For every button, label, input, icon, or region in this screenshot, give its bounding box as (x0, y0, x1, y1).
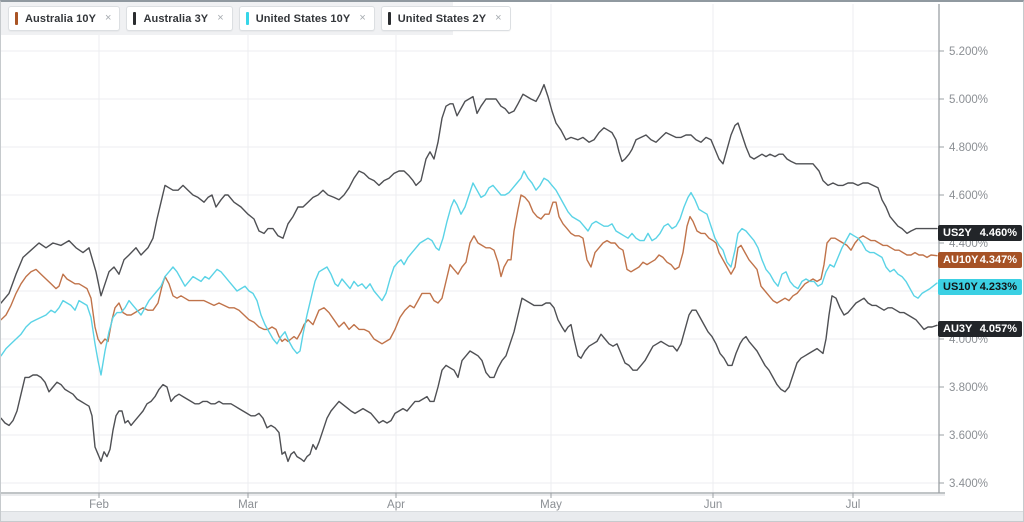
close-icon[interactable]: × (105, 12, 112, 24)
series-line-AU10Y (1, 194, 938, 345)
series-line-US2Y (1, 83, 938, 304)
x-tick-label: May (540, 499, 562, 511)
series-line-US10Y (1, 170, 938, 376)
close-icon[interactable]: × (359, 12, 366, 24)
legend-chip-united-states-10y[interactable]: United States 10Y × (238, 6, 375, 31)
axis-value-badge-AU10Y: AU10Y 4.347% (938, 251, 1022, 268)
legend-chip-label: United States 10Y (255, 12, 351, 25)
y-tick-label: 3.800% (949, 382, 988, 394)
legend-chip-australia-10y[interactable]: Australia 10Y × (8, 6, 121, 31)
axis-value-badge-US10Y: US10Y 4.233% (938, 279, 1022, 296)
x-tick-label: Apr (387, 499, 405, 511)
x-tick-label: Mar (238, 499, 258, 511)
y-tick-label: 3.600% (949, 430, 988, 442)
legend-chip-australia-3y[interactable]: Australia 3Y × (126, 6, 233, 31)
badge-series-id: AU10Y (943, 253, 979, 266)
legend-chip-label: Australia 10Y (25, 12, 97, 25)
y-tick-label: 5.200% (949, 46, 988, 58)
y-tick-label: 4.400% (949, 238, 988, 250)
y-tick-label: 3.400% (949, 478, 988, 490)
y-tick-label: 5.000% (949, 94, 988, 106)
badge-value: 4.347% (979, 253, 1017, 266)
x-tick-label: Jul (846, 499, 861, 511)
series-color-bar-au10y (15, 12, 18, 25)
series-color-bar-us10y (245, 12, 249, 25)
axis-value-badge-US2Y: US2Y 4.460% (938, 224, 1022, 241)
legend-chip-label: United States 2Y (397, 12, 487, 25)
badge-value: 4.233% (979, 281, 1017, 294)
legend-chip-bar: Australia 10Y × Australia 3Y × United St… (1, 2, 511, 35)
x-tick-label: Feb (89, 499, 109, 511)
close-icon[interactable]: × (217, 12, 224, 24)
bottom-strip (1, 511, 1023, 521)
y-tick-label: 4.800% (949, 142, 988, 154)
x-tick-label: Jun (704, 499, 723, 511)
badge-series-id: US10Y (943, 281, 978, 294)
badge-series-id: AU3Y (943, 323, 973, 336)
series-color-bar-au3y (133, 12, 137, 25)
legend-chip-label: Australia 3Y (143, 12, 209, 25)
series-color-bar-us2y (387, 12, 391, 25)
badge-series-id: US2Y (943, 226, 972, 239)
series-line-AU3Y (1, 295, 938, 463)
close-icon[interactable]: × (495, 12, 502, 24)
legend-chip-united-states-2y[interactable]: United States 2Y × (380, 6, 511, 31)
axis-value-badge-AU3Y: AU3Y 4.057% (938, 321, 1022, 338)
badge-value: 4.460% (979, 226, 1017, 239)
y-tick-label: 4.600% (949, 190, 988, 202)
badge-value: 4.057% (979, 323, 1017, 336)
